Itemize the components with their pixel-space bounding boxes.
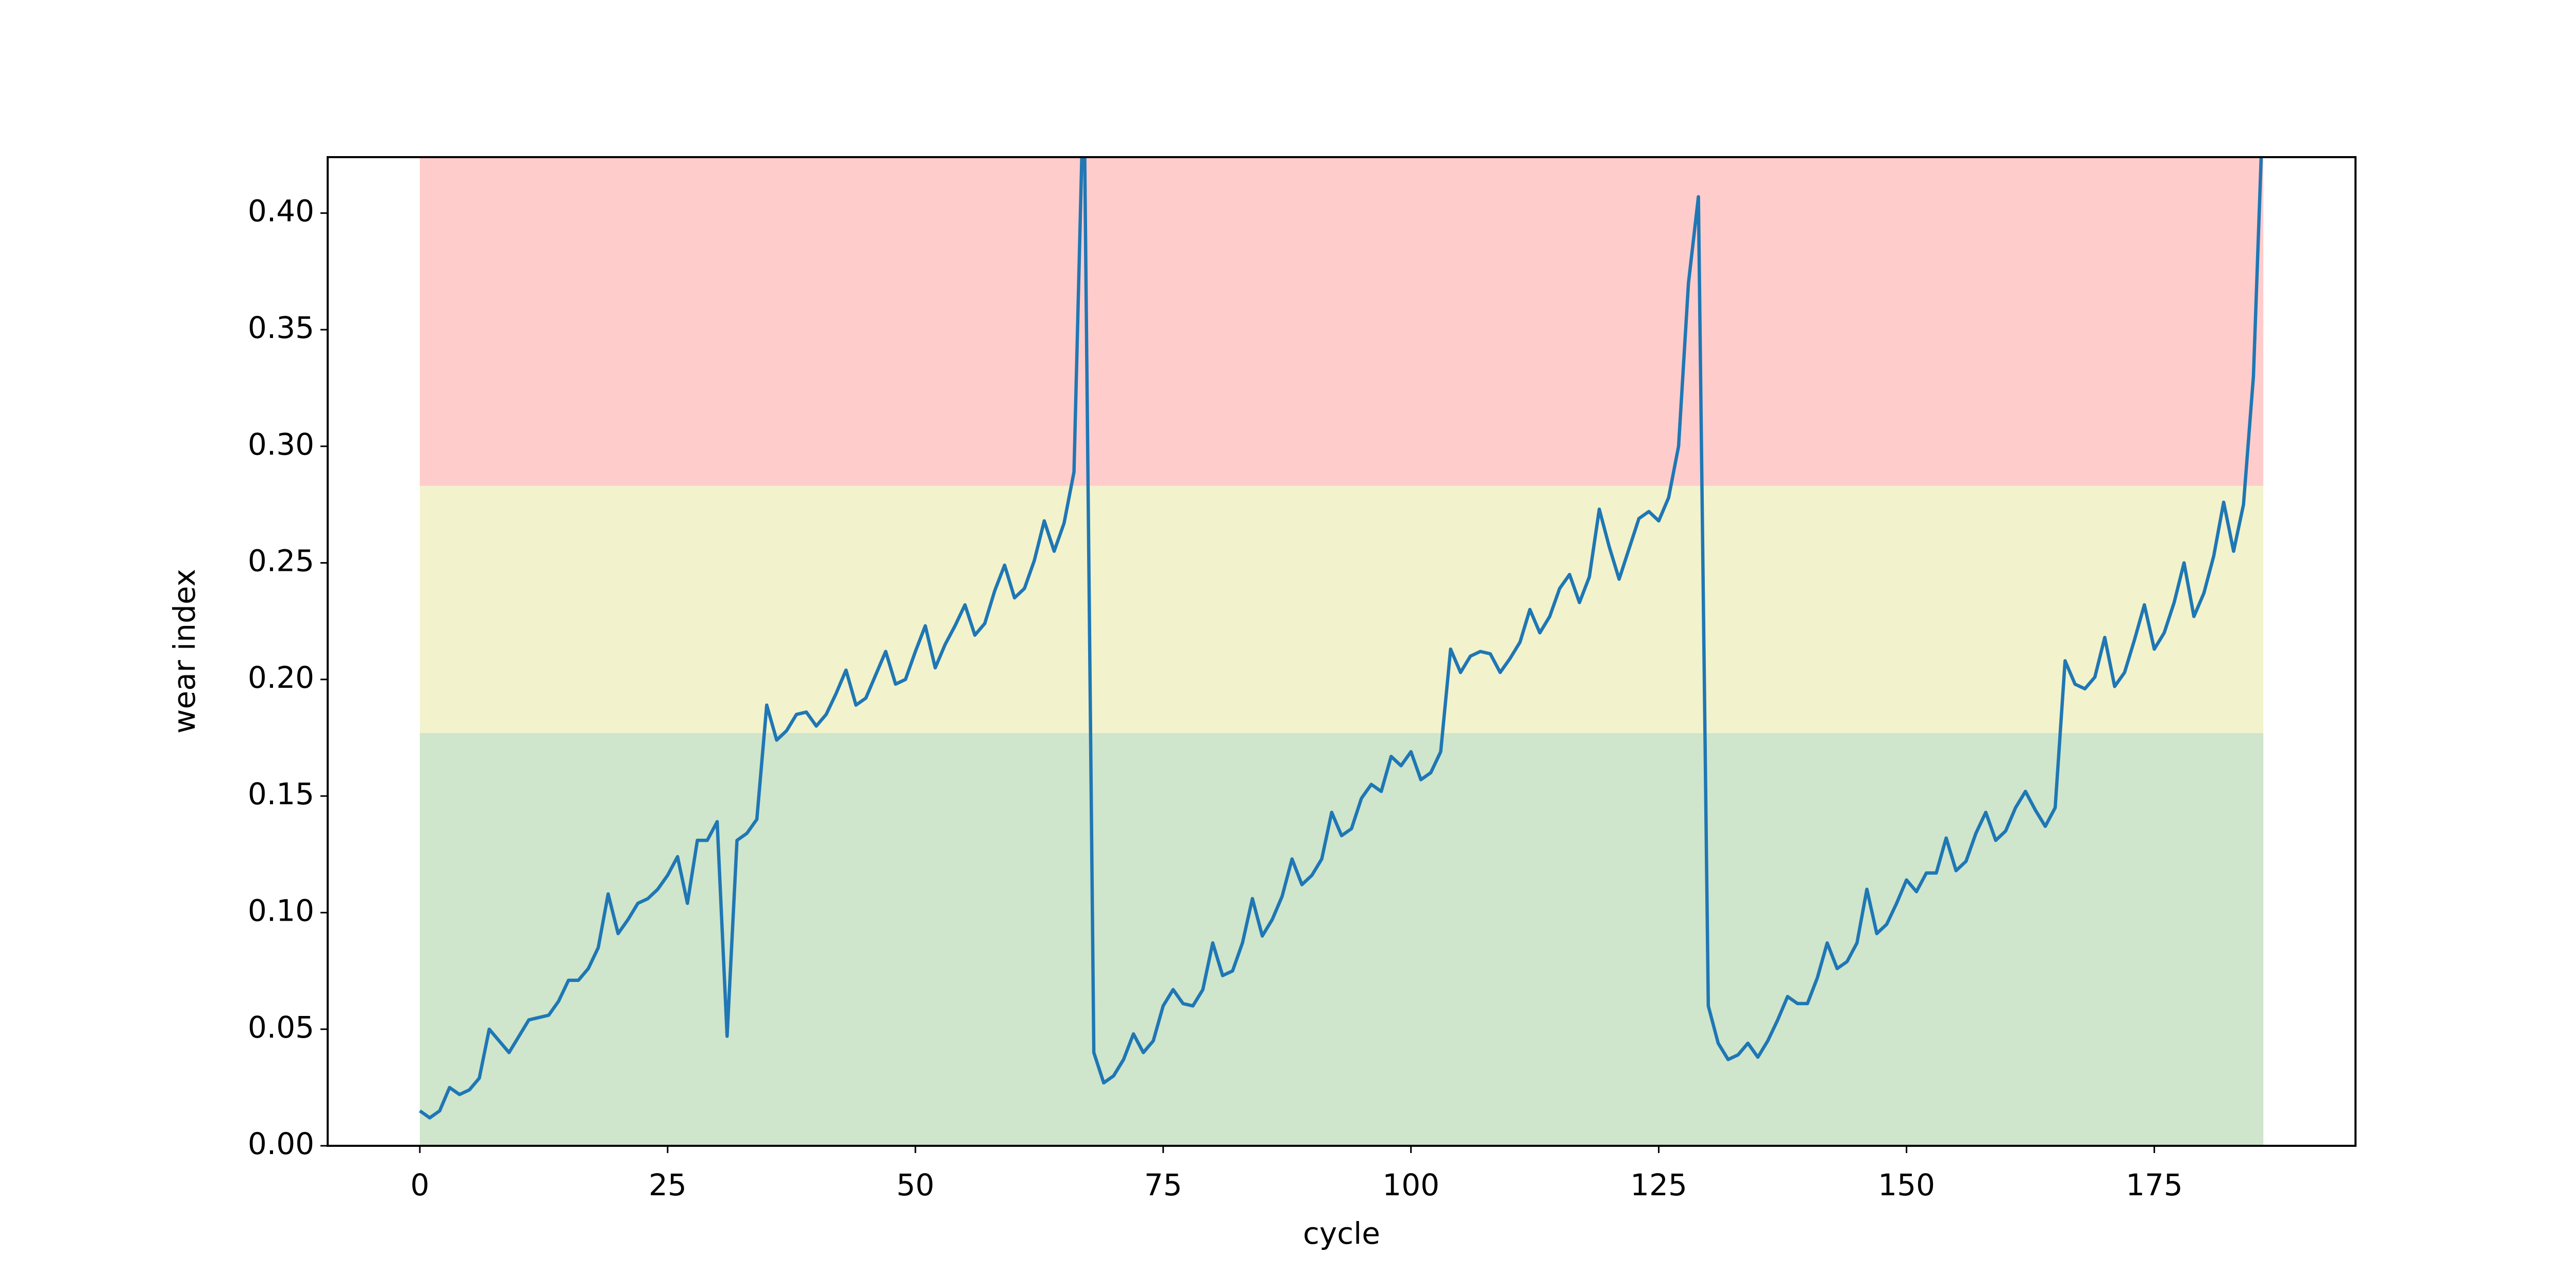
data-line [419,157,2263,1120]
y-tick-label: 0.35 [248,310,314,345]
y-tick-label: 0.40 [248,194,314,229]
y-tick-label: 0.30 [248,427,314,462]
y-tick-label: 0.15 [248,776,314,811]
axes-frame [327,156,2357,1147]
x-tick-label: 125 [1630,1167,1687,1202]
x-tick-label: 0 [410,1167,429,1202]
y-tick-label: 0.20 [248,660,314,695]
x-axis-label: cycle [1303,1216,1380,1251]
y-tick-label: 0.00 [248,1126,314,1161]
x-tick-label: 50 [896,1167,935,1202]
x-tick-label: 75 [1144,1167,1182,1202]
y-tick-label: 0.25 [248,544,314,579]
x-tick-label: 175 [2126,1167,2183,1202]
y-tick-label: 0.10 [248,893,314,928]
plot-area [419,157,2264,1146]
x-tick-label: 100 [1382,1167,1439,1202]
threshold-band [419,733,2264,1146]
threshold-band [419,486,2264,733]
x-tick-label: 150 [1878,1167,1935,1202]
y-tick-label: 0.05 [248,1010,314,1045]
threshold-band [419,157,2264,486]
x-tick-label: 25 [649,1167,687,1202]
y-axis-label: wear index [167,569,202,734]
